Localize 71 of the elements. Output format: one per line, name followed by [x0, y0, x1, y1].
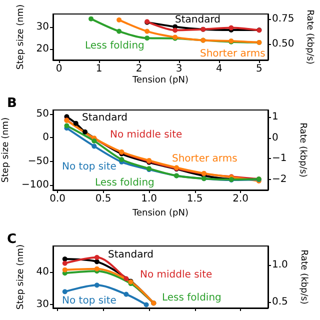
x-tick-label: 3 — [176, 64, 182, 74]
y2-tick-label: 1 — [272, 111, 278, 122]
point — [228, 25, 234, 30]
annotation: Less folding — [85, 40, 144, 52]
y-axis-title: Step size (nm) — [16, 4, 26, 70]
y2-axis-title: Rate (kbp/s) — [298, 250, 308, 304]
annotation: Less folding — [95, 178, 154, 188]
annotation: Shorter arms — [200, 48, 266, 60]
x-tick-label: 1.5 — [186, 194, 203, 204]
annotation: Shorter arms — [172, 154, 238, 164]
x-tick-label: 1 — [96, 64, 102, 74]
x-tick-label: 2 — [136, 64, 142, 74]
y-tick-label: 30 — [36, 22, 49, 33]
annotation: Standard — [82, 112, 128, 124]
point — [94, 266, 100, 272]
annotation: No middle site — [140, 270, 212, 280]
y2-axis-title: Rate (kbp/s) — [304, 10, 315, 64]
y-tick-label: −100 — [22, 180, 49, 191]
point — [94, 254, 100, 260]
point — [64, 123, 70, 128]
point — [73, 120, 78, 126]
y-axis-title: Step size (nm) — [1, 117, 12, 183]
point — [94, 282, 100, 288]
annotation: Less folding — [162, 292, 222, 304]
y-tick-label: 40 — [36, 266, 49, 278]
x-tick-label: 0 — [56, 64, 62, 74]
point — [116, 28, 122, 34]
point — [94, 259, 100, 264]
y-axis-title: Step size (nm) — [16, 244, 26, 310]
y2-tick-label: 0.75 — [272, 14, 294, 24]
annotation: No top site — [62, 162, 116, 172]
y2-tick-label: 0 — [272, 132, 278, 144]
x-axis-title: Tension (pN) — [132, 208, 188, 218]
point — [144, 36, 150, 41]
x-tick-label: 2.0 — [232, 194, 249, 204]
point — [62, 260, 68, 266]
y2-tick-label: −2 — [272, 174, 287, 186]
annotation: Standard — [175, 14, 220, 26]
y2-tick-label: 0.5 — [272, 296, 288, 308]
y-tick-label: 30 — [36, 299, 49, 310]
point — [124, 276, 129, 282]
point — [124, 292, 129, 297]
point — [144, 28, 150, 34]
point — [92, 144, 97, 149]
y-tick-label: 0 — [42, 132, 49, 144]
annotation: Standard — [108, 250, 154, 260]
point — [62, 289, 68, 294]
y-tick-label: 20 — [36, 44, 49, 55]
point — [172, 28, 178, 33]
point — [144, 302, 149, 308]
x-tick-label: 0.0 — [50, 194, 66, 204]
x-tick-label: 0.5 — [95, 194, 112, 204]
y2-tick-label: 1.0 — [272, 260, 288, 271]
y-tick-label: 50 — [36, 108, 49, 120]
x-tick-label: 4 — [216, 64, 222, 74]
x-tick-label: 5 — [256, 64, 262, 74]
y-tick-label: −50 — [28, 156, 49, 167]
annotation: No middle site — [110, 130, 182, 140]
point — [88, 16, 94, 22]
chart-title: B — [7, 96, 17, 111]
y2-axis-title: Rate (kbp/s) — [298, 122, 308, 178]
point — [82, 129, 88, 134]
annotation: No top site — [62, 296, 116, 306]
point — [116, 17, 122, 22]
y2-tick-label: −1 — [272, 153, 287, 164]
point — [62, 267, 68, 272]
chart-title: C — [7, 232, 17, 247]
x-tick-label: 1.0 — [141, 194, 158, 204]
x-axis-title: Tension (pN) — [132, 76, 188, 86]
y2-tick-label: 0.50 — [272, 38, 294, 50]
point — [62, 256, 68, 262]
